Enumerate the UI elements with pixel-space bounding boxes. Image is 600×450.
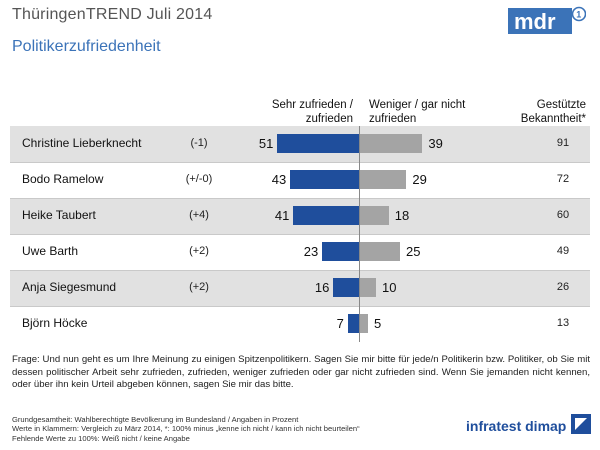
value-dissatisfied: 25	[406, 244, 421, 259]
chart-row: Heike Taubert (+4) 41 18 60	[10, 198, 590, 234]
bar-satisfied	[333, 278, 359, 297]
change-value: (+2)	[189, 281, 209, 293]
survey-question: Frage: Und nun geht es um Ihre Meinung z…	[12, 354, 590, 390]
bar-satisfied	[347, 314, 359, 333]
row-divider	[10, 306, 590, 307]
row-divider	[10, 234, 590, 235]
bar-dissatisfied	[360, 206, 389, 225]
page-title: ThüringenTREND Juli 2014	[12, 6, 213, 23]
awareness-value: 49	[556, 245, 570, 257]
value-dissatisfied: 5	[374, 316, 382, 331]
value-dissatisfied: 10	[382, 280, 397, 295]
chart-row: Anja Siegesmund (+2) 16 10 26	[10, 270, 590, 306]
bar-satisfied	[322, 242, 359, 261]
change-value: (+4)	[189, 209, 209, 221]
bar-dissatisfied	[360, 134, 423, 153]
bar-dissatisfied	[360, 314, 368, 333]
footnote-line-2: Werte in Klammern: Vergleich zu März 201…	[12, 424, 360, 434]
row-divider	[10, 270, 590, 271]
value-satisfied: 16	[314, 280, 330, 295]
change-value: (-1)	[190, 137, 208, 149]
chart-row: Bodo Ramelow (+/-0) 43 29 72	[10, 162, 590, 198]
awareness-value: 91	[556, 137, 570, 149]
change-value: (+2)	[189, 245, 209, 257]
page-subtitle: Politikerzufriedenheit	[12, 38, 161, 55]
awareness-value: 60	[556, 209, 570, 221]
brand-name: infratest dimap	[466, 418, 567, 434]
value-satisfied: 23	[303, 244, 319, 259]
value-dissatisfied: 29	[412, 172, 427, 187]
bar-satisfied	[293, 206, 359, 225]
value-satisfied: 41	[274, 208, 290, 223]
row-divider	[10, 162, 590, 163]
politician-name: Uwe Barth	[22, 244, 79, 258]
chart-row: Christine Lieberknecht (-1) 51 39 91	[10, 126, 590, 162]
change-value: (+/-0)	[185, 173, 213, 185]
mdr-logo: mdr 1	[508, 6, 586, 34]
value-satisfied: 43	[271, 172, 287, 187]
logo-text: mdr	[514, 9, 556, 34]
politician-name: Anja Siegesmund	[22, 280, 117, 294]
value-satisfied: 51	[258, 136, 274, 151]
svg-text:1: 1	[576, 10, 581, 20]
bar-dissatisfied	[360, 242, 400, 261]
column-header-dissatisfied: Weniger / gar nicht zufrieden	[369, 99, 466, 125]
footnote: Grundgesamtheit: Wahlberechtigte Bevölke…	[12, 415, 442, 443]
politician-name: Björn Höcke	[22, 316, 88, 330]
awareness-value: 72	[556, 173, 570, 185]
column-header-awareness: Gestützte Bekanntheit*	[520, 99, 586, 125]
politician-name: Christine Lieberknecht	[22, 136, 142, 150]
row-divider	[10, 198, 590, 199]
brand-mark-icon	[571, 414, 591, 434]
bar-dissatisfied	[360, 170, 407, 189]
footnote-line-3: Fehlende Werte zu 100%: Weiß nicht / kei…	[12, 433, 190, 443]
value-satisfied: 7	[336, 316, 344, 331]
awareness-value: 26	[556, 281, 570, 293]
chart-axis	[359, 126, 360, 342]
politician-name: Heike Taubert	[22, 208, 96, 222]
chart-row: Uwe Barth (+2) 23 25 49	[10, 234, 590, 270]
column-header-satisfied: Sehr zufrieden / zufrieden	[271, 99, 353, 125]
bar-satisfied	[277, 134, 359, 153]
awareness-value: 13	[556, 317, 570, 329]
footnote-line-1: Grundgesamtheit: Wahlberechtigte Bevölke…	[12, 415, 299, 424]
chart-row: Björn Höcke 7 5 13	[10, 306, 590, 342]
value-dissatisfied: 18	[394, 208, 410, 223]
bar-satisfied	[290, 170, 359, 189]
politician-name: Bodo Ramelow	[22, 172, 104, 186]
bar-dissatisfied	[360, 278, 376, 297]
value-dissatisfied: 39	[428, 136, 443, 151]
